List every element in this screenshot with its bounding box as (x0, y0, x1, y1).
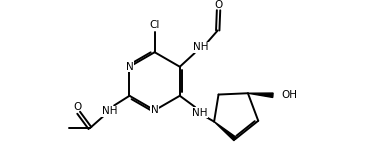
Text: N: N (151, 105, 158, 115)
Polygon shape (248, 93, 273, 97)
Text: OH: OH (282, 90, 298, 100)
Text: N: N (126, 62, 133, 72)
Text: O: O (74, 102, 82, 112)
Text: NH: NH (101, 106, 117, 116)
Text: Cl: Cl (149, 20, 160, 30)
Text: NH: NH (193, 42, 209, 52)
Text: NH: NH (192, 108, 208, 118)
Polygon shape (214, 122, 236, 141)
Text: O: O (215, 0, 223, 10)
